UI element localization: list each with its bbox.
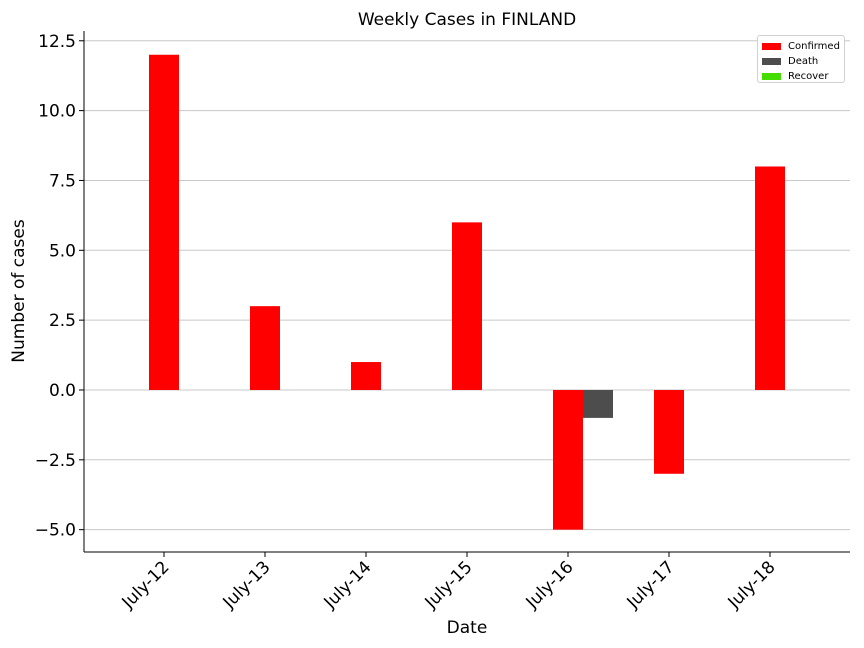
legend-label-death: Death <box>788 56 819 67</box>
y-ticks: −5.0 −2.5 0.0 2.5 5.0 7.5 10.0 12.5 <box>35 32 84 541</box>
bar-death <box>583 389 613 418</box>
y-tick-label: 12.5 <box>38 32 76 52</box>
bar-confirmed <box>351 362 381 390</box>
bar-confirmed <box>755 166 785 390</box>
legend-item-death: Death <box>762 54 844 69</box>
bar-confirmed <box>452 222 482 390</box>
x-tick-label: July-13 <box>219 557 275 613</box>
x-tick-label: July-16 <box>522 557 578 613</box>
y-tick-label: 7.5 <box>49 171 76 191</box>
x-tick-label: July-18 <box>724 557 780 613</box>
x-tick-label: July-17 <box>623 557 679 613</box>
bar-confirmed <box>553 389 583 530</box>
bar-confirmed <box>654 389 684 474</box>
legend-label-confirmed: Confirmed <box>788 41 840 52</box>
y-tick-label: −5.0 <box>35 521 76 541</box>
legend-swatch-confirmed <box>762 43 781 50</box>
legend-swatch-recover <box>762 73 781 80</box>
y-axis-label: Number of cases <box>9 219 29 363</box>
bars <box>149 54 785 530</box>
y-tick-label: 2.5 <box>49 311 76 331</box>
y-tick-label: 5.0 <box>49 241 76 261</box>
bar-confirmed <box>149 54 179 390</box>
legend-label-recover: Recover <box>788 71 829 82</box>
legend-swatch-death <box>762 58 781 65</box>
bar-confirmed <box>250 306 280 390</box>
legend-item-confirmed: Confirmed <box>762 39 844 54</box>
chart-title: Weekly Cases in FINLAND <box>358 10 576 30</box>
legend: Confirmed Death Recover <box>757 35 845 83</box>
y-tick-label: 10.0 <box>38 102 76 122</box>
x-ticks: July-12 July-13 July-14 July-15 July-16 July-… <box>118 552 780 613</box>
x-tick-label: July-14 <box>320 557 376 613</box>
legend-item-recover: Recover <box>762 69 844 84</box>
x-axis-label: Date <box>447 618 488 638</box>
x-tick-label: July-12 <box>118 557 174 613</box>
y-tick-label: −2.5 <box>35 451 76 471</box>
x-tick-label: July-15 <box>421 557 477 613</box>
y-tick-label: 0.0 <box>49 381 76 401</box>
